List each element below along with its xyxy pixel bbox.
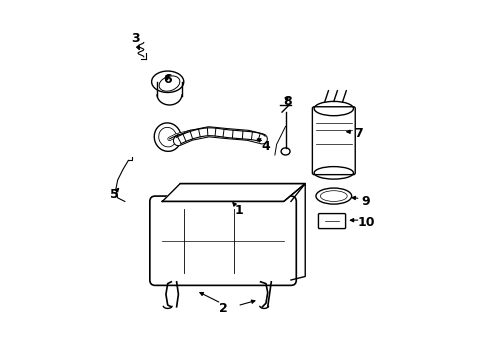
Text: 2: 2 [218, 302, 227, 315]
Text: 6: 6 [163, 73, 172, 86]
Text: 7: 7 [354, 127, 363, 140]
Polygon shape [162, 184, 305, 202]
Text: 3: 3 [131, 32, 140, 45]
Text: 4: 4 [261, 140, 270, 153]
Text: 10: 10 [356, 216, 374, 229]
Text: 8: 8 [283, 95, 291, 108]
Text: 9: 9 [361, 195, 369, 208]
Text: 5: 5 [109, 188, 118, 201]
Text: 1: 1 [234, 204, 243, 217]
